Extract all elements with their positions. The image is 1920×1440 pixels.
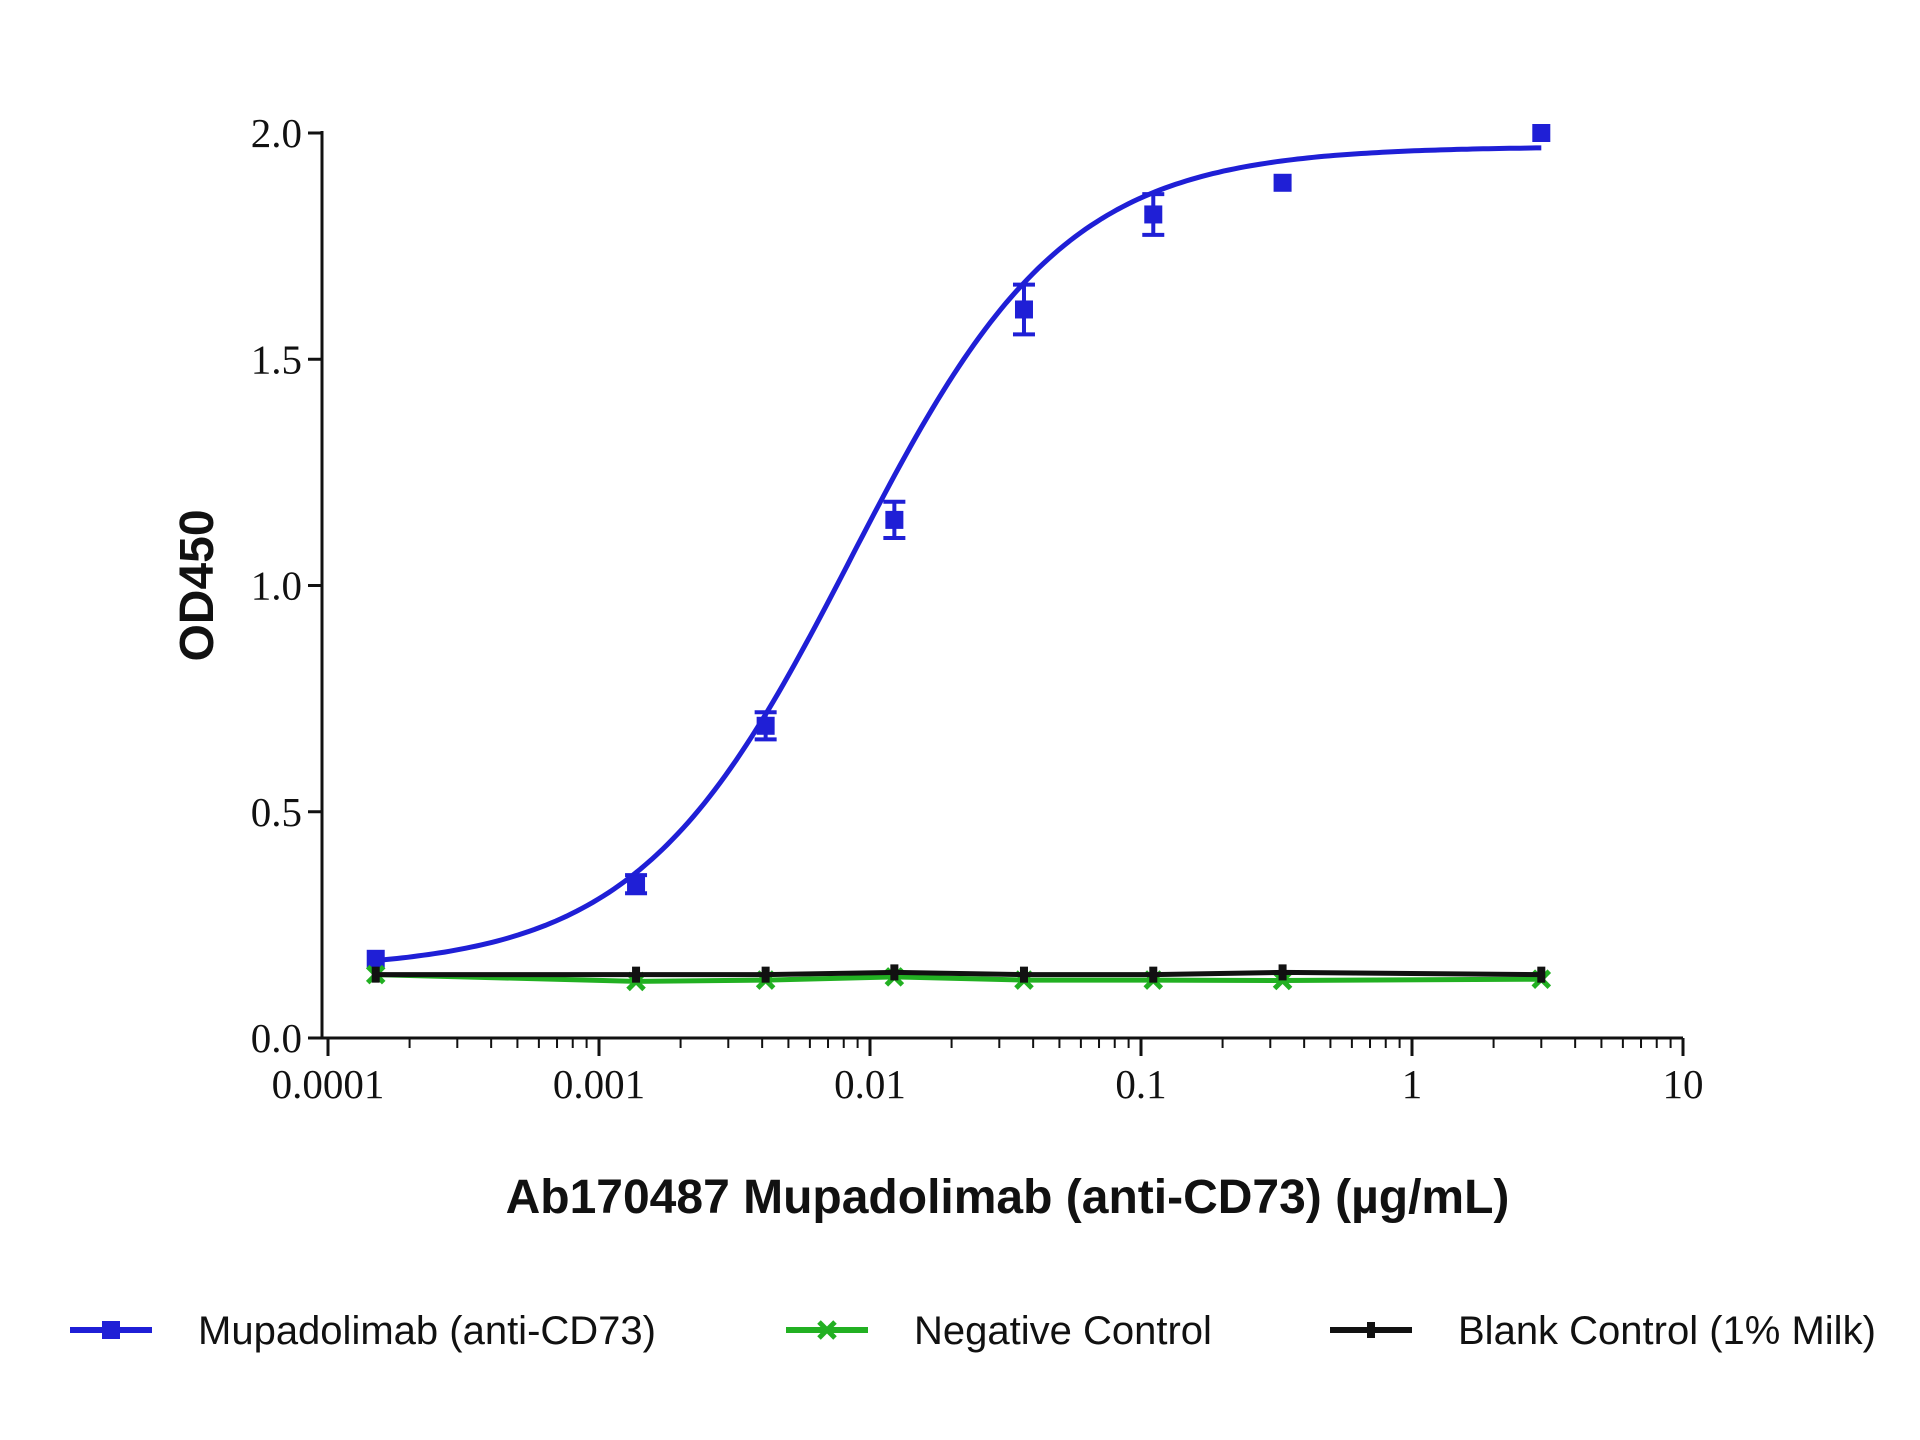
data-point: [1532, 124, 1551, 142]
series-1: [366, 124, 1551, 968]
data-point: [627, 875, 646, 894]
data-point: [756, 716, 775, 735]
x-tick-label: 0.001: [553, 1061, 645, 1107]
data-point: [366, 949, 385, 968]
series-line: [375, 972, 1542, 984]
fit-curve: [375, 145, 1542, 963]
y-tick-label: 1.0: [251, 563, 302, 609]
legend-item-2: Negative Control: [786, 1309, 1212, 1353]
legend-label: Negative Control: [914, 1309, 1212, 1353]
y-tick-label: 2.0: [251, 110, 302, 156]
marker-stroke: [1272, 970, 1293, 991]
y-axis-title: OD450: [171, 509, 224, 661]
series-line: [375, 969, 1542, 978]
y-tick-label: 1.5: [251, 336, 302, 382]
legend-item-1: Mupadolimab (anti-CD73): [70, 1309, 656, 1353]
legend-swatch-marker: [817, 1320, 837, 1340]
legend-swatch-marker: [1367, 1322, 1375, 1338]
legend-item-3: Blank Control (1% Milk): [1330, 1309, 1876, 1353]
axes-layer: 0.0 0.5 1.0 1.5 2.0 0.0001 0.001 0.01 0.1 1 10 Ab17…: [171, 110, 1704, 1224]
y-tick-label: 0.5: [251, 789, 302, 835]
marker-stroke: [817, 1320, 837, 1340]
y-tick-label: 0.0: [251, 1015, 302, 1061]
data-point: [1278, 964, 1287, 981]
x-tick-label: 0.0001: [272, 1061, 385, 1107]
legend: Mupadolimab (anti-CD73) Negative Control B…: [70, 1309, 1876, 1353]
data-point: [1014, 300, 1033, 319]
x-tick-label: 1: [1402, 1061, 1423, 1107]
data-point: [371, 966, 380, 983]
data-point: [761, 966, 770, 983]
series-2: [365, 964, 1552, 992]
x-tick-label: 0.1: [1115, 1061, 1166, 1107]
data-point: [1149, 966, 1158, 983]
data-point: [1537, 966, 1546, 983]
data-point: [1272, 970, 1293, 991]
data-point: [885, 510, 904, 529]
x-tick-label: 10: [1663, 1061, 1704, 1107]
series-layer: [365, 124, 1552, 992]
data-point: [1144, 205, 1163, 224]
data-point: [632, 966, 641, 983]
data-point: [890, 964, 899, 981]
x-tick-label: 0.01: [834, 1061, 906, 1107]
legend-label: Mupadolimab (anti-CD73): [198, 1309, 656, 1353]
legend-swatch-marker: [102, 1321, 120, 1339]
x-axis-title: Ab170487 Mupadolimab (anti-CD73) (µg/mL): [506, 1171, 1510, 1224]
legend-label: Blank Control (1% Milk): [1458, 1309, 1876, 1353]
data-point: [1019, 966, 1028, 983]
series-3: [371, 964, 1546, 983]
data-point: [1273, 173, 1292, 192]
